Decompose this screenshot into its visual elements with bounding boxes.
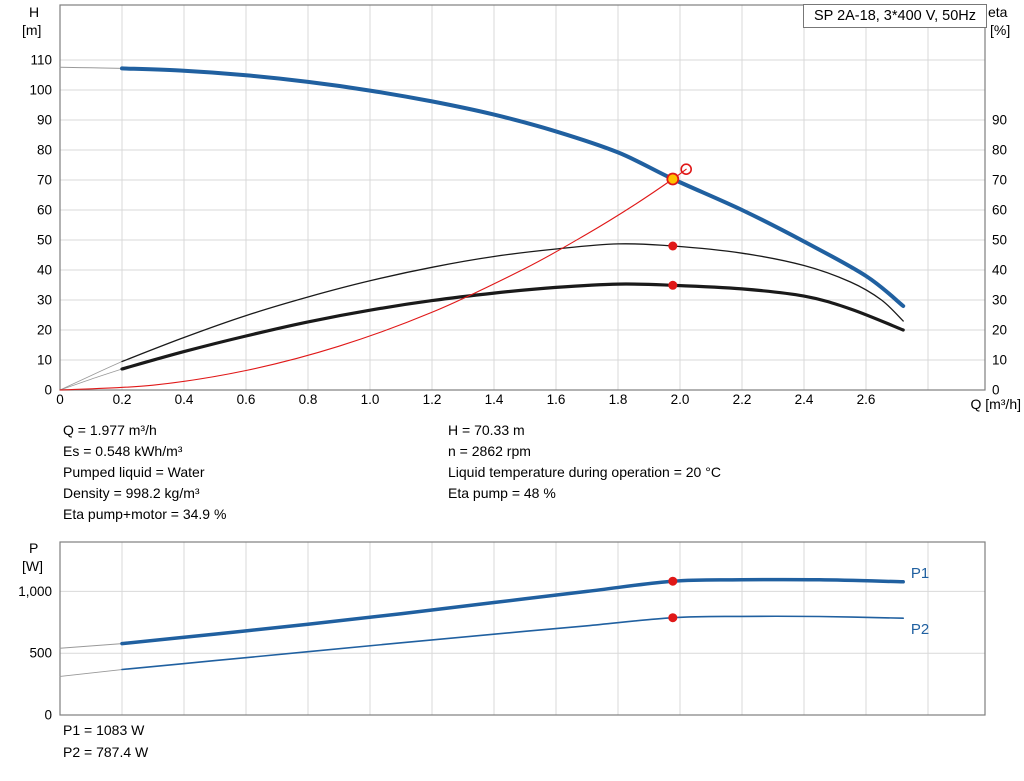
x-tick-label: 0.8 [299, 392, 318, 407]
eta-pump-motor-extension [59, 368, 123, 391]
pump-title-box: SP 2A-18, 3*400 V, 50Hz [802, 4, 987, 28]
p1-curve [120, 577, 905, 646]
system-curve [59, 168, 687, 391]
y-left-tick-label: 70 [37, 173, 52, 188]
x-tick-label: 1.8 [609, 392, 628, 407]
p1-duty-marker [668, 576, 678, 586]
y-right-tick-label: 70 [992, 173, 1007, 188]
y-left-tick-label: 0 [44, 383, 52, 398]
p-axis-unit: [W] [22, 558, 43, 574]
y-left-tick-label: 0 [44, 708, 52, 723]
y-left-tick-label: 60 [37, 203, 52, 218]
h-axis-unit: [m] [22, 22, 42, 38]
y-left-tick-label: 10 [37, 353, 52, 368]
power-chart: 0 500 1,000 P1 P2 [18, 541, 986, 723]
q-axis-label: Q [m³/h] [970, 396, 1021, 412]
eta-pump-duty-marker [668, 241, 678, 251]
info-line: Density = 998.2 kg/m³ [63, 485, 200, 501]
eta-pump-extension [59, 361, 123, 391]
info-line: Liquid temperature during operation = 20… [448, 464, 721, 480]
y-right-tick-label: 50 [992, 233, 1007, 248]
info-line: Eta pump = 48 % [448, 485, 556, 501]
p2-curve-label: P2 [911, 621, 929, 638]
y-left-tick-label: 80 [37, 143, 52, 158]
eta-axis-unit: [%] [990, 22, 1011, 38]
y-left-tick-label: 90 [37, 113, 52, 128]
plot-border [59, 541, 986, 716]
x-tick-label: 0.4 [175, 392, 194, 407]
eta-pump-curve [121, 243, 904, 363]
info-line: P2 = 787.4 W [63, 744, 149, 760]
duty-point-marker [666, 172, 680, 186]
y-left-tick-label: 1,000 [18, 584, 52, 599]
y-left-tick-label: 30 [37, 293, 52, 308]
eta-pump-motor-curve [120, 282, 905, 371]
y-right-tick-label: 10 [992, 353, 1007, 368]
duty-info-left: Q = 1.977 m³/h Es = 0.548 kWh/m³ Pumped … [63, 420, 226, 525]
y-left-tick-label: 20 [37, 323, 52, 338]
p2-curve [121, 615, 904, 671]
info-line: Pumped liquid = Water [63, 464, 205, 480]
p1-curve-label: P1 [911, 565, 929, 582]
y-right-tick-label: 30 [992, 293, 1007, 308]
y-right-tick-label: 20 [992, 323, 1007, 338]
x-tick-label: 0.2 [113, 392, 132, 407]
duty-info-right: H = 70.33 m n = 2862 rpm Liquid temperat… [448, 420, 721, 504]
x-tick-label: 0 [56, 392, 64, 407]
x-tick-label: 2.2 [733, 392, 752, 407]
y-left-tick-label: 50 [37, 233, 52, 248]
y-right-tick-label: 80 [992, 143, 1007, 158]
hq-eta-chart: 0 10 20 30 40 50 60 70 80 90 100 110 0 10 20 30 40 50 60 70… [29, 4, 1007, 407]
y-left-tick-label: 40 [37, 263, 52, 278]
x-tick-label: 2.6 [857, 392, 876, 407]
y-left-tick-label: 500 [29, 646, 52, 661]
x-tick-label: 0.6 [237, 392, 256, 407]
power-info: P1 = 1083 W P2 = 787.4 W [63, 719, 148, 763]
h-axis-label: H [29, 4, 40, 20]
info-line: P1 = 1083 W [63, 722, 145, 738]
x-tick-label: 1.4 [485, 392, 504, 407]
requested-duty-marker [680, 163, 693, 175]
y-right-tick-label: 0 [992, 383, 1000, 398]
hq-curve [120, 66, 906, 308]
x-tick-label: 1.2 [423, 392, 442, 407]
y-right-tick-label: 40 [992, 263, 1007, 278]
y-right-tick-label: 60 [992, 203, 1007, 218]
x-tick-label: 1.6 [547, 392, 566, 407]
info-line: n = 2862 rpm [448, 443, 531, 459]
x-tick-label: 2.4 [795, 392, 814, 407]
y-left-tick-label: 100 [29, 83, 52, 98]
info-line: H = 70.33 m [448, 422, 525, 438]
plot-border [59, 4, 986, 391]
x-tick-label: 1.0 [361, 392, 380, 407]
x-tick-label: 2.0 [671, 392, 690, 407]
p-axis-label: P [29, 540, 39, 556]
info-line: Eta pump+motor = 34.9 % [63, 506, 227, 522]
info-line: Q = 1.977 m³/h [63, 422, 157, 438]
eta-axis-label: eta [988, 4, 1008, 20]
p2-curve-extension [59, 669, 123, 677]
hq-curve-extension [59, 66, 123, 69]
y-left-tick-label: 110 [30, 53, 52, 68]
eta-pump-motor-duty-marker [668, 280, 678, 290]
p2-duty-marker [668, 613, 678, 623]
y-right-tick-label: 90 [992, 113, 1007, 128]
p1-curve-extension [59, 643, 123, 649]
info-line: Es = 0.548 kWh/m³ [63, 443, 183, 459]
